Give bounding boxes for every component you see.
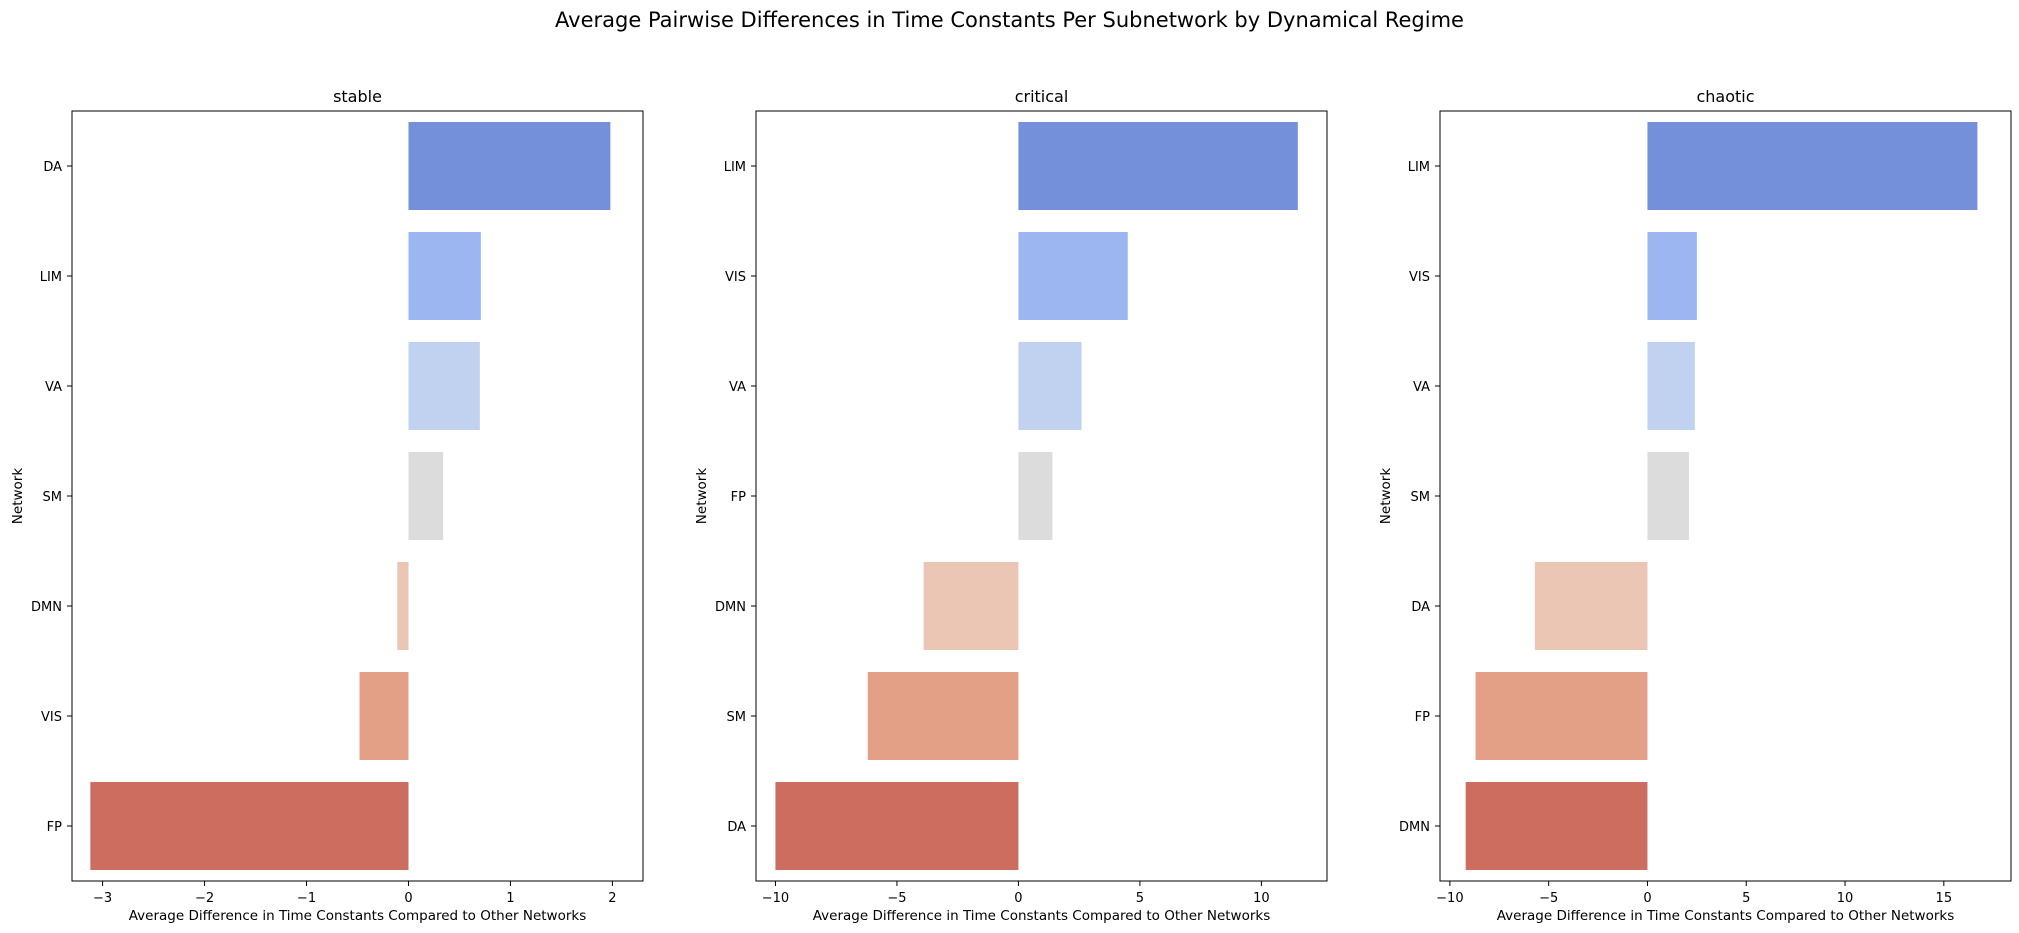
y-tick-label: FP (731, 490, 746, 505)
x-tick-label: 10 (1837, 891, 1854, 906)
subplot-stable: DA LIM VA SM DMN VIS FP −3 −2 −1 0 1 2 stable Average … (10, 87, 644, 924)
y-tick-label: SM (727, 710, 746, 725)
figure-suptitle: Average Pairwise Differences in Time Con… (555, 8, 1464, 32)
y-tick-label: DMN (715, 600, 746, 615)
bar-vis (1647, 232, 1697, 320)
y-tick-label: FP (47, 820, 62, 835)
y-tick-label: LIM (1408, 160, 1430, 175)
y-tick-label: DMN (1399, 820, 1430, 835)
subplot-title: stable (333, 87, 382, 106)
bar-lim (1647, 122, 1978, 210)
y-tick-label: DMN (31, 600, 62, 615)
axes-frame (71, 110, 644, 882)
bar-da (408, 122, 611, 210)
bar-vis (359, 672, 409, 760)
y-tick-label: SM (43, 490, 62, 505)
y-axis-label: Network (694, 468, 710, 525)
bar-sm (867, 672, 1019, 760)
bar-lim (1018, 122, 1298, 210)
x-axis-label: Average Difference in Time Constants Com… (129, 908, 587, 924)
y-axis-label: Network (1378, 468, 1394, 525)
x-axis-label: Average Difference in Time Constants Com… (1497, 908, 1955, 924)
bar-sm (408, 452, 444, 540)
bar-dmn (923, 562, 1019, 650)
axes-frame (1439, 110, 2012, 882)
x-tick-label: −1 (297, 891, 316, 906)
x-tick-label: 15 (1936, 891, 1953, 906)
x-tick-label: 5 (1136, 891, 1144, 906)
subplot-title: critical (1015, 87, 1069, 106)
y-tick-label: VIS (1409, 270, 1430, 285)
y-tick-label: LIM (40, 270, 62, 285)
y-tick-label: DA (727, 820, 746, 835)
y-tick-label: VIS (725, 270, 746, 285)
y-tick-label: VA (729, 380, 746, 395)
bar-fp (1475, 672, 1648, 760)
x-tick-label: −3 (93, 891, 112, 906)
y-tick-label: DA (1411, 600, 1430, 615)
y-tick-label: VA (1413, 380, 1430, 395)
y-tick-label: VA (45, 380, 62, 395)
x-tick-label: −5 (887, 891, 906, 906)
x-tick-label: −5 (1539, 891, 1558, 906)
x-tick-label: 2 (608, 891, 616, 906)
subplot-title: chaotic (1696, 87, 1754, 106)
x-axis-label: Average Difference in Time Constants Com… (813, 908, 1271, 924)
y-axis-label: Network (10, 468, 26, 525)
x-tick-label: 10 (1253, 891, 1270, 906)
subplot-chaotic: LIM VIS VA SM DA FP DMN −10 −5 0 5 10 15 chaotic Avera… (1378, 87, 2012, 924)
bar-vis (1018, 232, 1128, 320)
x-tick-label: −10 (762, 891, 789, 906)
x-tick-label: 0 (1014, 891, 1022, 906)
y-tick-label: SM (1411, 490, 1430, 505)
bar-lim (408, 232, 481, 320)
bar-va (408, 342, 480, 430)
bar-va (1647, 342, 1695, 430)
x-tick-label: −10 (1436, 891, 1463, 906)
bar-sm (1647, 452, 1689, 540)
x-tick-label: 0 (1643, 891, 1651, 906)
y-tick-label: DA (43, 160, 62, 175)
bar-fp (1018, 452, 1053, 540)
bar-da (1534, 562, 1648, 650)
y-tick-label: FP (1415, 710, 1430, 725)
axes-frame (755, 110, 1328, 882)
x-tick-label: 0 (404, 891, 412, 906)
subplot-critical: LIM VIS VA FP DMN SM DA −10 −5 0 5 10 critical Averag… (694, 87, 1328, 924)
bar-va (1018, 342, 1082, 430)
bar-da (775, 782, 1019, 870)
y-tick-label: LIM (724, 160, 746, 175)
bar-dmn (397, 562, 409, 650)
x-tick-label: 1 (506, 891, 514, 906)
y-tick-label: VIS (41, 710, 62, 725)
bar-fp (90, 782, 409, 870)
x-tick-label: 5 (1742, 891, 1750, 906)
bar-dmn (1465, 782, 1648, 870)
x-tick-label: −2 (195, 891, 214, 906)
